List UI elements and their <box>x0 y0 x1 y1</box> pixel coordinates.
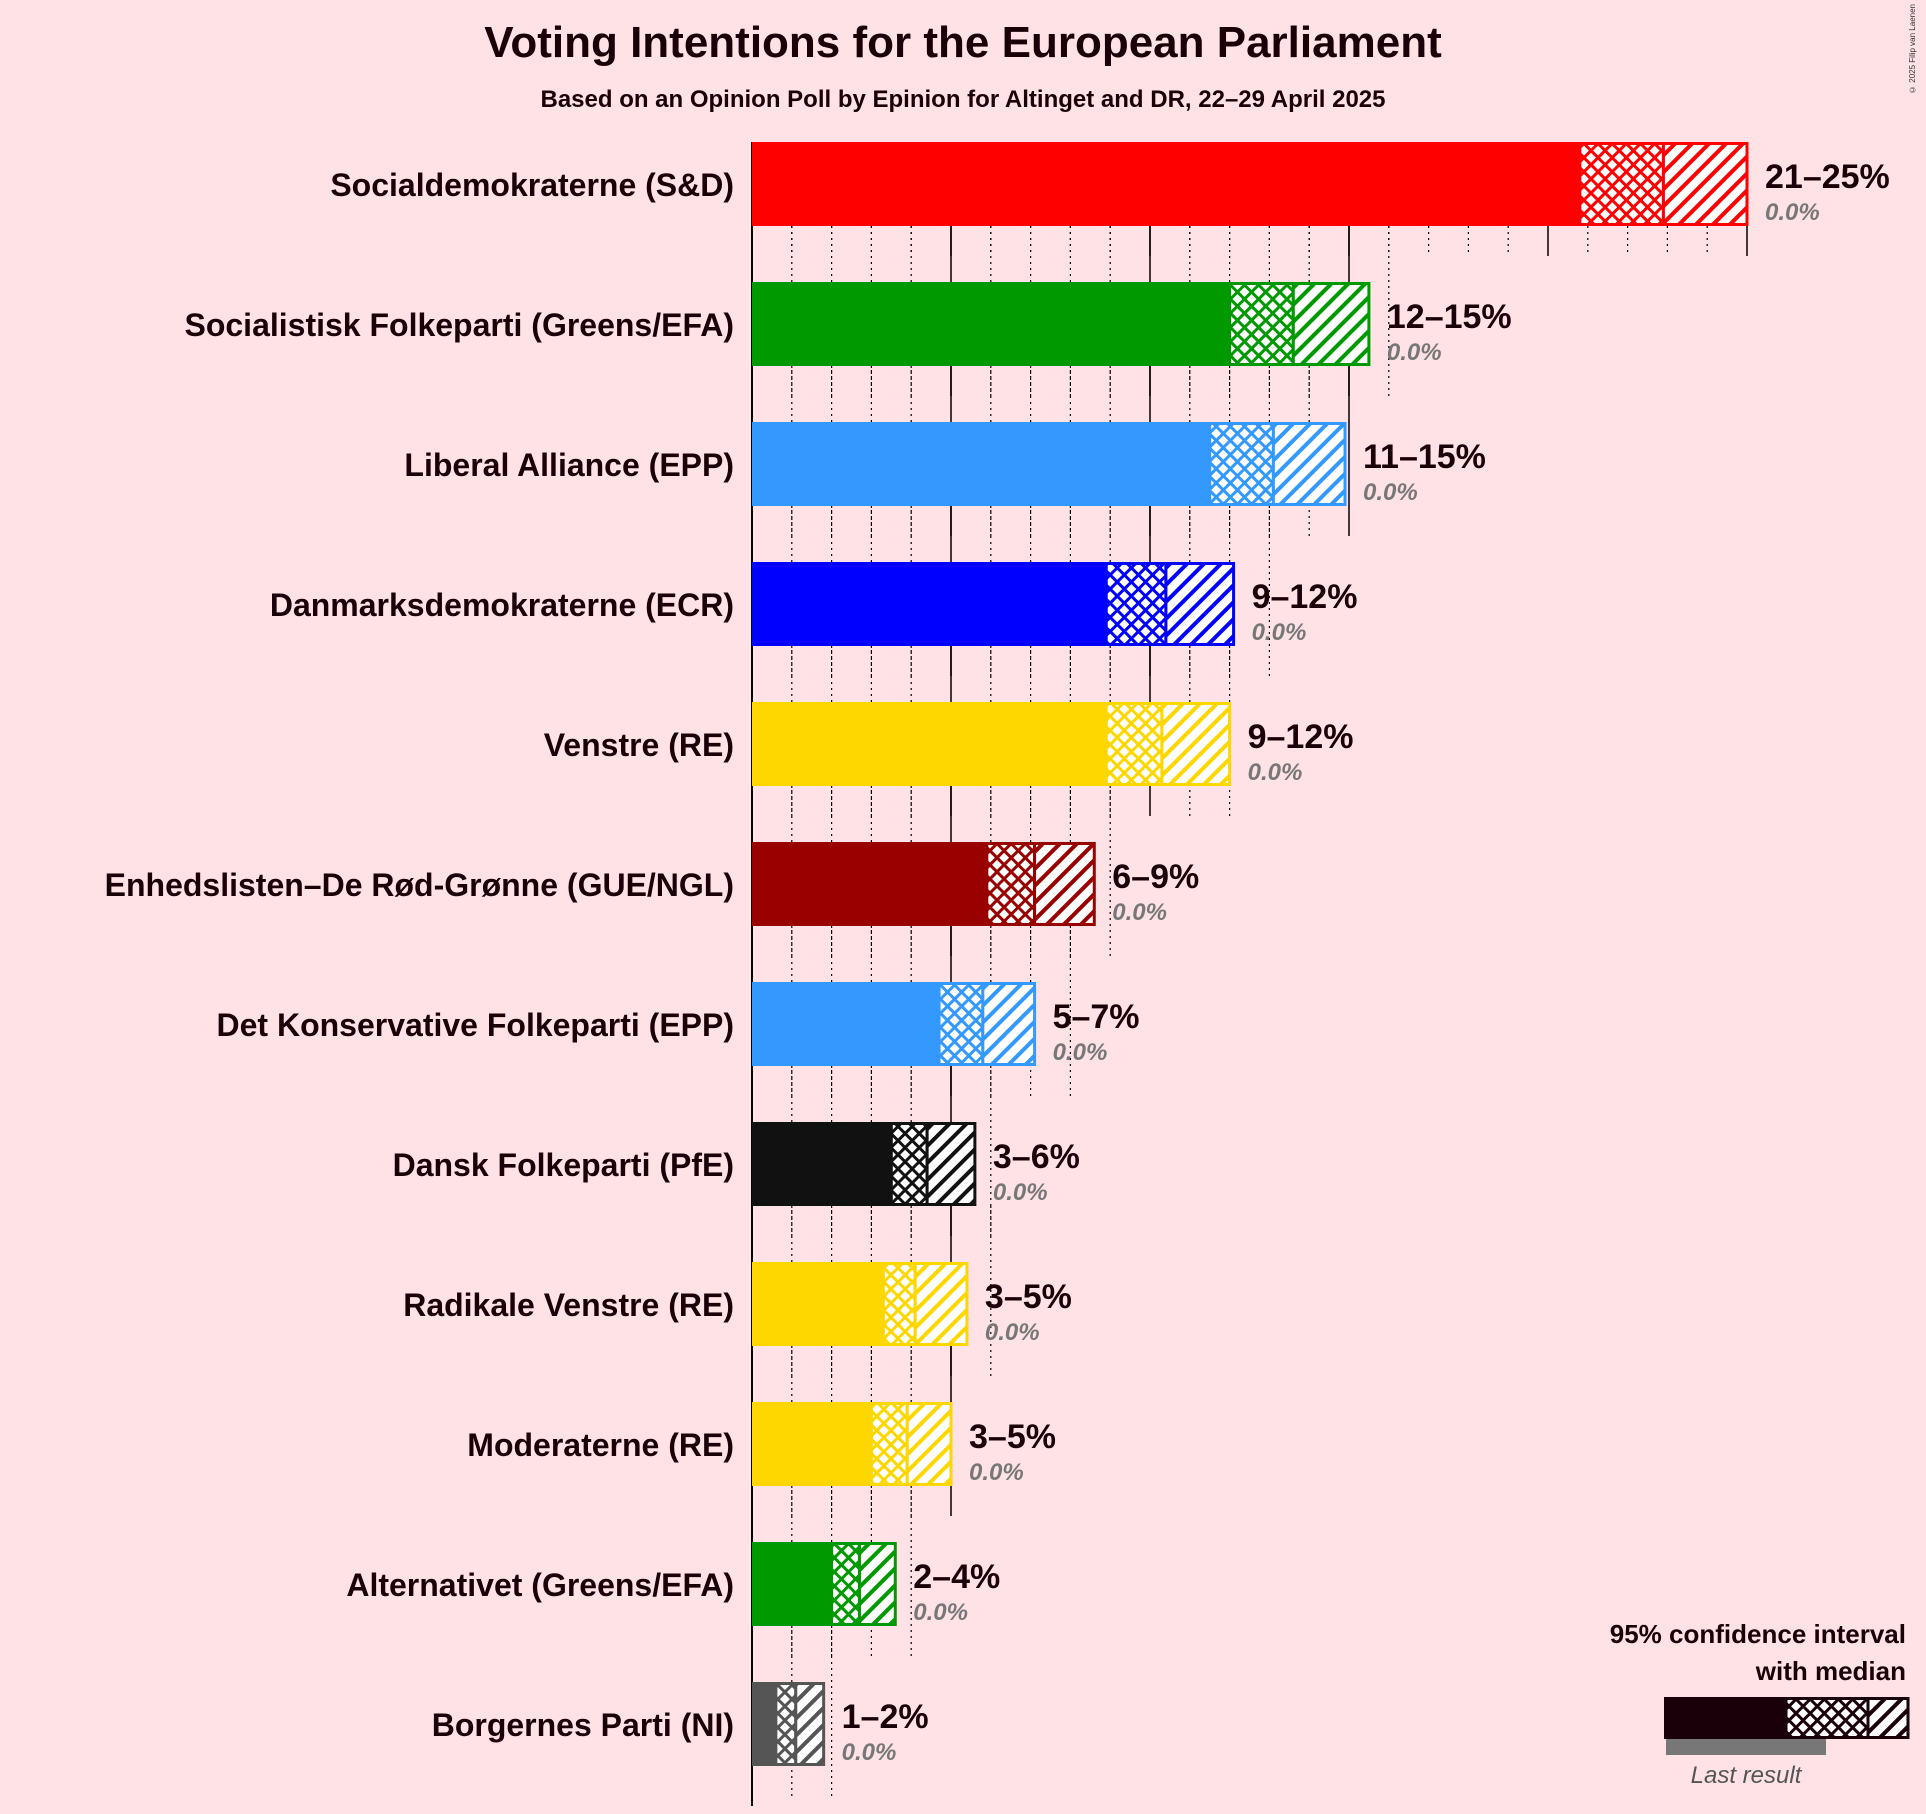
bar-ci-lower <box>1104 702 1164 786</box>
last-result-label: 0.0% <box>969 1459 1024 1486</box>
bar-solid <box>752 1682 776 1766</box>
bar-solid <box>752 422 1210 506</box>
legend-solid <box>1664 1697 1786 1739</box>
bar-ci-upper <box>1271 422 1347 506</box>
bar-ci-upper <box>913 1262 969 1346</box>
party-name-label: Danmarksdemokraterne (ECR) <box>270 587 734 623</box>
bar-ci-lower <box>1578 142 1665 226</box>
legend-ci-upper <box>1866 1697 1910 1739</box>
bar-ci-upper <box>1661 142 1749 226</box>
bar-ci-upper <box>905 1402 953 1486</box>
last-result-label: 0.0% <box>1112 899 1167 926</box>
range-label: 11–15% <box>1363 438 1486 476</box>
party-name-label: Radikale Venstre (RE) <box>403 1287 734 1323</box>
chart-title: Voting Intentions for the European Parli… <box>484 18 1442 67</box>
range-label: 1–2% <box>842 1698 929 1736</box>
bar-ci-lower <box>1104 562 1168 646</box>
party-name-label: Borgernes Parti (NI) <box>432 1707 734 1743</box>
chart-subtitle: Based on an Opinion Poll by Epinion for … <box>540 86 1386 113</box>
bar-solid <box>752 282 1230 366</box>
bar-solid <box>752 702 1107 786</box>
bar-series <box>752 142 1749 1766</box>
legend-title-line2: with median <box>1755 1656 1906 1686</box>
range-label: 3–5% <box>985 1278 1072 1316</box>
legend-last-result-label: Last result <box>1690 1762 1802 1789</box>
party-name-label: Dansk Folkeparti (PfE) <box>393 1147 734 1183</box>
bar-ci-upper <box>1291 282 1371 366</box>
bar-solid <box>752 1542 832 1626</box>
legend-swatch <box>1664 1697 1910 1755</box>
range-label: 3–6% <box>993 1138 1080 1176</box>
party-name-label: Det Konservative Folkeparti (EPP) <box>217 1007 734 1043</box>
bar-ci-lower <box>830 1542 861 1626</box>
bar-ci-upper <box>857 1542 897 1626</box>
bar-solid <box>752 842 987 926</box>
range-label: 3–5% <box>969 1418 1056 1456</box>
bar-ci-upper <box>1164 562 1236 646</box>
bar-ci-lower <box>937 982 985 1066</box>
party-labels: Socialdemokraterne (S&D) 21–25% 0.0% Social… <box>105 158 1890 1766</box>
last-result-label: 0.0% <box>1248 759 1303 786</box>
party-name-label: Alternativet (Greens/EFA) <box>346 1567 734 1603</box>
bar-solid <box>752 562 1107 646</box>
bar-solid <box>752 982 940 1066</box>
party-name-label: Venstre (RE) <box>544 727 734 763</box>
bar-ci-lower <box>774 1682 798 1766</box>
last-result-label: 0.0% <box>1387 339 1442 366</box>
last-result-label: 0.0% <box>842 1739 897 1766</box>
range-label: 21–25% <box>1765 158 1890 196</box>
party-name-label: Liberal Alliance (EPP) <box>404 447 734 483</box>
bar-solid <box>752 1262 884 1346</box>
range-label: 6–9% <box>1112 858 1199 896</box>
legend-title: 95% confidence interval with median <box>1506 1616 1906 1690</box>
party-name-label: Socialdemokraterne (S&D) <box>330 167 734 203</box>
party-name-label: Moderaterne (RE) <box>467 1427 734 1463</box>
bar-ci-lower <box>1228 282 1295 366</box>
bar-solid <box>752 142 1580 226</box>
bar-ci-lower <box>1208 422 1275 506</box>
bar-ci-upper <box>981 982 1037 1066</box>
legend-last-result-bar <box>1666 1739 1826 1755</box>
bar-ci-lower <box>869 1402 909 1486</box>
last-result-label: 0.0% <box>993 1179 1048 1206</box>
bar-solid <box>752 1122 892 1206</box>
last-result-label: 0.0% <box>985 1319 1040 1346</box>
bar-ci-upper <box>1033 842 1096 926</box>
range-label: 12–15% <box>1387 298 1512 336</box>
last-result-label: 0.0% <box>913 1599 968 1626</box>
last-result-label: 0.0% <box>1765 199 1820 226</box>
bar-solid <box>752 1402 872 1486</box>
legend-ci-lower <box>1784 1697 1870 1739</box>
party-name-label: Socialistisk Folkeparti (Greens/EFA) <box>184 307 734 343</box>
bar-ci-upper <box>1160 702 1232 786</box>
range-label: 9–12% <box>1252 578 1358 616</box>
last-result-label: 0.0% <box>1053 1039 1108 1066</box>
legend-title-line1: 95% confidence interval <box>1609 1619 1906 1649</box>
bar-ci-lower <box>985 842 1037 926</box>
party-name-label: Enhedslisten–De Rød-Grønne (GUE/NGL) <box>105 867 734 903</box>
last-result-label: 0.0% <box>1363 479 1418 506</box>
range-label: 2–4% <box>913 1558 1000 1596</box>
bar-ci-upper <box>925 1122 977 1206</box>
range-label: 5–7% <box>1053 998 1140 1036</box>
grid-lines <box>751 142 1748 1806</box>
bar-ci-lower <box>889 1122 929 1206</box>
bar-ci-lower <box>881 1262 917 1346</box>
last-result-label: 0.0% <box>1252 619 1307 646</box>
range-label: 9–12% <box>1248 718 1354 756</box>
bar-ci-upper <box>794 1682 826 1766</box>
